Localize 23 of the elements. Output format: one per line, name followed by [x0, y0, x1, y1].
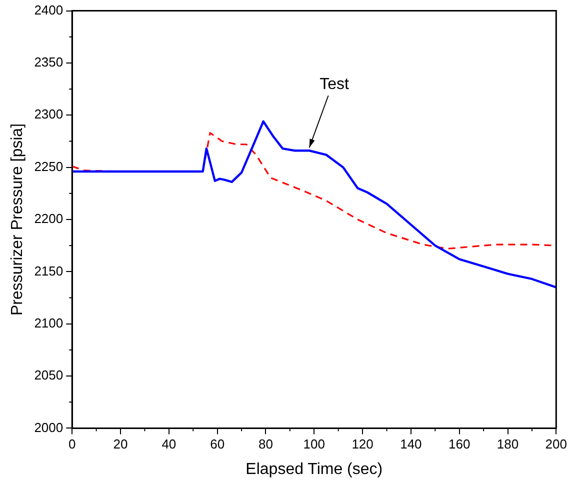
x-tick-label: 200 [545, 436, 568, 452]
y-tick-label: 2300 [34, 106, 64, 122]
x-tick-label: 0 [68, 436, 76, 452]
x-tick-label: 140 [400, 436, 422, 452]
x-tick-label: 160 [448, 436, 470, 452]
y-tick-label: 2200 [34, 211, 64, 226]
x-tick-label: 100 [303, 436, 325, 452]
x-tick-label: 120 [352, 436, 374, 452]
x-axis-title: Elapsed Time (sec) [246, 460, 383, 478]
y-tick-label: 2400 [34, 2, 64, 18]
x-tick-label: 20 [113, 436, 128, 452]
y-tick-label: 2350 [34, 54, 64, 70]
y-tick-label: 2050 [34, 368, 64, 383]
y-axis-title: Pressurizer Pressure [psia] [9, 123, 26, 316]
x-tick-label: 80 [258, 436, 273, 452]
x-tick-label: 40 [162, 436, 176, 452]
y-tick-label: 2150 [34, 263, 64, 278]
y-tick-label: 2250 [34, 158, 64, 174]
x-tick-label: 60 [210, 436, 225, 452]
y-tick-label: 2100 [34, 315, 64, 330]
annotation: Test [320, 76, 350, 94]
x-tick-label: 180 [496, 436, 519, 452]
y-tick-label: 2000 [34, 420, 64, 435]
